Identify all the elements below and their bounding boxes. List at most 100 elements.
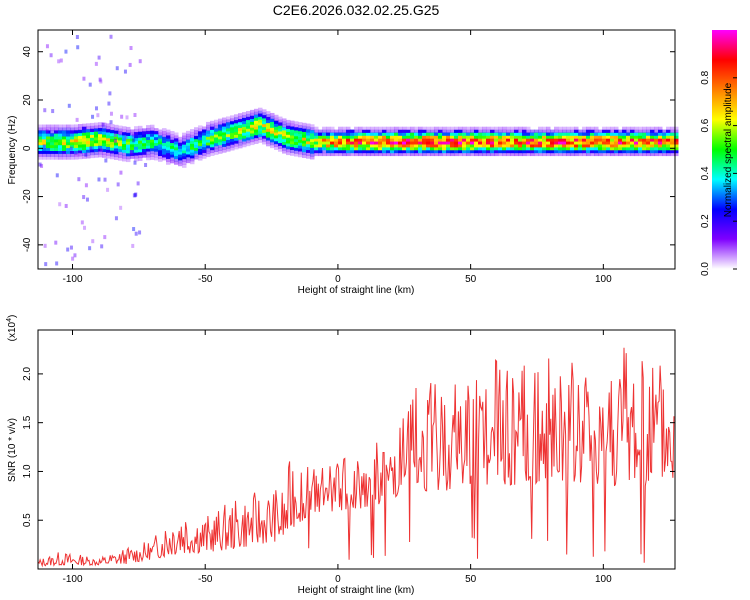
- heatmap-cell: [354, 138, 359, 142]
- heatmap-cell: [246, 113, 251, 118]
- heatmap-cell: [482, 141, 487, 145]
- heatmap-cell: [66, 150, 71, 154]
- heatmap-cell: [286, 119, 291, 124]
- heatmap-cell: [174, 152, 179, 157]
- heatmap-cell: [470, 146, 475, 151]
- heatmap-cell: [254, 129, 259, 133]
- heatmap-cell: [210, 135, 215, 139]
- heatmap-cell: [82, 132, 87, 136]
- heatmap-cell: [254, 114, 259, 118]
- heatmap-cell: [378, 149, 383, 154]
- heatmap-cell: [58, 133, 63, 137]
- x-tick-label: -100: [62, 274, 82, 285]
- heatmap-cell: [566, 135, 571, 139]
- heatmap-cell: [270, 112, 275, 117]
- heatmap-cell: [302, 154, 307, 158]
- heatmap-cell: [162, 131, 167, 135]
- heatmap-cell: [570, 144, 575, 148]
- heatmap-speckle: [49, 53, 53, 58]
- heatmap-cell: [402, 144, 407, 148]
- heatmap-cell: [110, 141, 115, 145]
- heatmap-cell: [670, 138, 675, 142]
- heatmap-cell: [406, 132, 411, 136]
- y-tick-label: 1.5: [22, 415, 33, 429]
- heatmap-cell: [434, 138, 439, 142]
- heatmap-cell: [182, 150, 187, 154]
- heatmap-cell: [530, 132, 535, 136]
- heatmap-cell: [258, 113, 263, 117]
- heatmap-cell: [394, 138, 399, 142]
- heatmap-cell: [550, 135, 555, 139]
- heatmap-cell: [282, 127, 287, 131]
- heatmap-cell: [94, 125, 99, 129]
- heatmap-cell: [382, 135, 387, 139]
- heatmap-cell: [210, 126, 215, 130]
- heatmap-cell: [638, 141, 643, 145]
- heatmap-cell: [578, 138, 583, 142]
- heatmap-cell: [298, 122, 303, 126]
- heatmap-cell: [506, 146, 511, 151]
- heatmap-cell: [198, 128, 203, 132]
- heatmap-cell: [638, 129, 643, 133]
- heatmap-cell: [170, 154, 175, 158]
- heatmap-cell: [134, 140, 139, 144]
- heatmap-cell: [246, 125, 251, 129]
- heatmap-cell: [370, 138, 375, 142]
- heatmap-cell: [74, 150, 79, 154]
- y-tick-label: 0: [22, 145, 33, 151]
- snr-x-ticks: -100 -50 0 50 100: [62, 330, 612, 585]
- heatmap-cell: [42, 124, 47, 128]
- heatmap-cell: [298, 151, 303, 155]
- heatmap-cell: [566, 129, 571, 133]
- heatmap-cell: [210, 141, 215, 145]
- heatmap-cell: [382, 126, 387, 131]
- heatmap-cell: [542, 126, 547, 131]
- heatmap-cell: [226, 148, 231, 152]
- heatmap-cell: [150, 136, 155, 140]
- heatmap-cell: [38, 133, 43, 137]
- heatmap-cell: [350, 144, 355, 148]
- heatmap-cell: [294, 121, 299, 125]
- heatmap-cell: [454, 146, 459, 151]
- heatmap-cell: [366, 138, 371, 142]
- heatmap-cell: [438, 126, 443, 131]
- heatmap-cell: [126, 138, 131, 142]
- heatmap-cell: [86, 131, 91, 136]
- heatmap-cell: [194, 144, 199, 148]
- heatmap-cell: [282, 135, 287, 140]
- heatmap-cell: [246, 122, 251, 126]
- heatmap-cell: [142, 134, 147, 138]
- heatmap-cell: [370, 146, 375, 151]
- heatmap-cell: [218, 144, 223, 149]
- heatmap-cell: [158, 129, 163, 133]
- heatmap-cell: [558, 129, 563, 133]
- heatmap-cell: [438, 132, 443, 136]
- heatmap-cell: [658, 129, 663, 133]
- heatmap-cell: [438, 149, 443, 154]
- heatmap-cell: [166, 129, 171, 133]
- heatmap-cell: [474, 135, 479, 139]
- heatmap-cell: [162, 133, 167, 138]
- heatmap-cell: [334, 138, 339, 142]
- heatmap-cell: [346, 144, 351, 148]
- heatmap-cell: [398, 126, 403, 131]
- heatmap-cell: [114, 136, 119, 140]
- heatmap-cell: [362, 146, 367, 151]
- heatmap-cell: [90, 134, 95, 138]
- heatmap-cell: [170, 148, 175, 152]
- heatmap-cell: [410, 144, 415, 148]
- heatmap-cell: [582, 152, 587, 157]
- heatmap-speckle: [88, 246, 92, 251]
- heatmap-cell: [306, 138, 311, 142]
- heatmap-cell: [638, 144, 643, 148]
- heatmap-cell: [78, 124, 83, 128]
- heatmap-cell: [394, 152, 399, 157]
- snr-y-scale-exponent: 4: [6, 318, 13, 322]
- heatmap-cell: [434, 126, 439, 131]
- heatmap-cell: [574, 144, 579, 148]
- heatmap-cell: [198, 151, 203, 155]
- heatmap-cell: [38, 136, 43, 140]
- heatmap-cell: [270, 115, 275, 120]
- heatmap-cell: [310, 130, 315, 134]
- heatmap-cell: [298, 127, 303, 132]
